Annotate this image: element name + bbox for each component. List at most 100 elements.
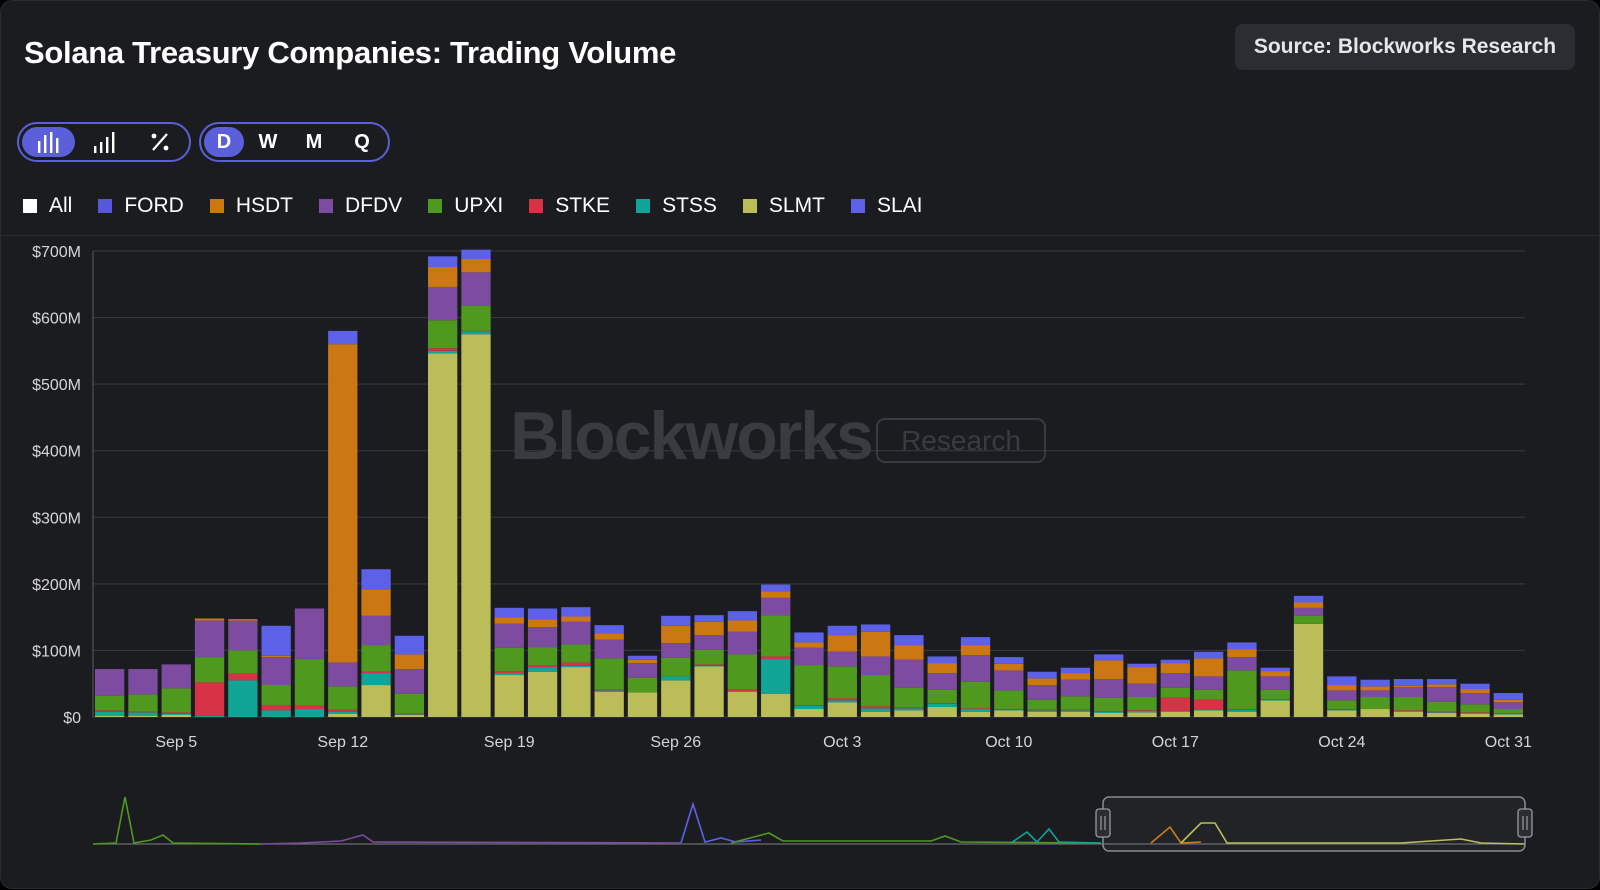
bar-stack[interactable] — [128, 669, 158, 717]
bar-stack[interactable] — [194, 618, 225, 717]
bar-stack[interactable] — [627, 655, 658, 717]
bar-segment-hsdt — [727, 620, 758, 632]
bar-stack[interactable] — [1493, 693, 1524, 717]
bar-stack[interactable] — [694, 615, 724, 717]
bar-stack[interactable] — [1360, 679, 1390, 717]
bar-segment-stke — [128, 711, 158, 713]
bar-segment-upxi — [561, 644, 591, 663]
bar-stack[interactable] — [461, 249, 491, 717]
legend-label: All — [49, 194, 73, 217]
bar-stack[interactable] — [361, 569, 391, 717]
period-m-button[interactable]: M — [305, 130, 323, 153]
bar-stack[interactable] — [527, 608, 558, 717]
bar-stack[interactable] — [1160, 659, 1190, 717]
bar-stack[interactable] — [1094, 654, 1124, 717]
period-w-button[interactable]: W — [258, 130, 278, 153]
bar-stack[interactable] — [860, 624, 891, 717]
period-d-button[interactable]: D — [204, 127, 244, 157]
bar-stack[interactable] — [594, 625, 624, 717]
watermark-tag: Research — [901, 425, 1021, 456]
bar-segment-stss — [194, 715, 225, 717]
bar-segment-dfdv — [960, 655, 991, 682]
bar-segment-hsdt — [661, 625, 691, 644]
legend-item-all[interactable]: All — [23, 194, 72, 218]
bar-stack[interactable] — [94, 669, 125, 717]
bar-segment-dfdv — [1360, 690, 1390, 698]
legend-item-upxi[interactable]: UPXI — [428, 194, 503, 218]
watermark-tag-box — [876, 418, 1046, 463]
bar-stack[interactable] — [1127, 663, 1157, 717]
bar-stack[interactable] — [894, 635, 924, 717]
bar-segment-stss — [1127, 711, 1157, 713]
bar-segment-slmt — [661, 680, 691, 717]
bar-segment-stss — [1193, 709, 1224, 711]
legend-item-hsdt[interactable]: HSDT — [209, 194, 293, 218]
bar-segment-slai — [1060, 667, 1091, 674]
bar-stack[interactable] — [328, 330, 358, 717]
bar-stack[interactable] — [827, 625, 857, 717]
period-q-button[interactable]: Q — [354, 130, 370, 153]
bar-stack[interactable] — [1193, 651, 1224, 717]
bar-stack[interactable] — [1027, 671, 1057, 717]
bar-segment-upxi — [1327, 700, 1357, 710]
bar-segment-slmt — [1327, 710, 1357, 717]
bar-stack[interactable] — [394, 635, 425, 717]
bar-stack[interactable] — [661, 615, 691, 717]
navigator-handle-left[interactable] — [1095, 808, 1111, 838]
bar-segment-slmt — [1427, 713, 1457, 717]
legend-label: UPXI — [454, 194, 504, 217]
bar-stack[interactable] — [1427, 679, 1457, 717]
bar-segment-hsdt — [261, 655, 291, 658]
bar-segment-slai — [1260, 667, 1290, 672]
bar-stack[interactable] — [794, 632, 824, 717]
bar-segment-dfdv — [294, 608, 325, 660]
legend-item-slmt[interactable]: SLMT — [742, 194, 825, 218]
bar-stack[interactable] — [228, 619, 258, 717]
percent-mode-button[interactable] — [135, 127, 186, 157]
bar-stack[interactable] — [994, 657, 1024, 717]
bar-stack[interactable] — [1060, 667, 1091, 717]
bar-stack[interactable] — [1393, 679, 1424, 717]
bar-segment-dfdv — [361, 615, 391, 646]
bar-segment-stke — [1127, 710, 1157, 712]
legend-swatch — [319, 199, 334, 213]
bar-stack[interactable] — [1260, 667, 1290, 717]
legend-item-ford[interactable]: FORD — [98, 194, 184, 218]
bar-segment-slai — [661, 615, 691, 626]
bar-chart-mode-button[interactable] — [22, 127, 76, 157]
bar-segment-dfdv — [1260, 676, 1290, 690]
legend-item-stss[interactable]: STSS — [636, 194, 717, 218]
bar-segment-slai — [394, 635, 425, 655]
bar-stack[interactable] — [1327, 676, 1357, 717]
bar-segment-hsdt — [1060, 673, 1091, 680]
bar-stack[interactable] — [927, 656, 957, 717]
y-tick-label: $500M — [32, 377, 81, 394]
bar-stack[interactable] — [428, 256, 458, 717]
bar-stack[interactable] — [1293, 595, 1324, 717]
bar-stack[interactable] — [727, 611, 758, 717]
legend-item-slai[interactable]: SLAI — [850, 194, 922, 218]
bar-stack[interactable] — [494, 607, 524, 717]
stacked-bar-chart-mode-button[interactable] — [79, 127, 130, 157]
bar-stack[interactable] — [261, 625, 291, 717]
bar-stack[interactable] — [1460, 683, 1490, 717]
bar-segment-stss — [860, 708, 891, 712]
bar-stack[interactable] — [294, 608, 325, 717]
bar-stack[interactable] — [161, 664, 191, 717]
navigator-line — [730, 832, 1102, 844]
navigator-window[interactable] — [1102, 796, 1526, 852]
legend-item-stke[interactable]: STKE — [529, 194, 610, 218]
bar-stack[interactable] — [561, 607, 591, 717]
bar-segment-dfdv — [661, 643, 691, 658]
legend-item-dfdv[interactable]: DFDV — [319, 194, 402, 218]
bar-segment-stss — [1493, 713, 1524, 715]
bar-stack[interactable] — [761, 584, 791, 717]
navigator-handle-right[interactable] — [1517, 808, 1533, 838]
bar-segment-stke — [827, 698, 857, 701]
stacked-bar-chart-icon — [93, 132, 115, 153]
bar-segment-stss — [727, 691, 758, 692]
bar-segment-stss — [261, 710, 291, 717]
bar-stack[interactable] — [1227, 642, 1257, 717]
bar-stack[interactable] — [960, 637, 991, 717]
